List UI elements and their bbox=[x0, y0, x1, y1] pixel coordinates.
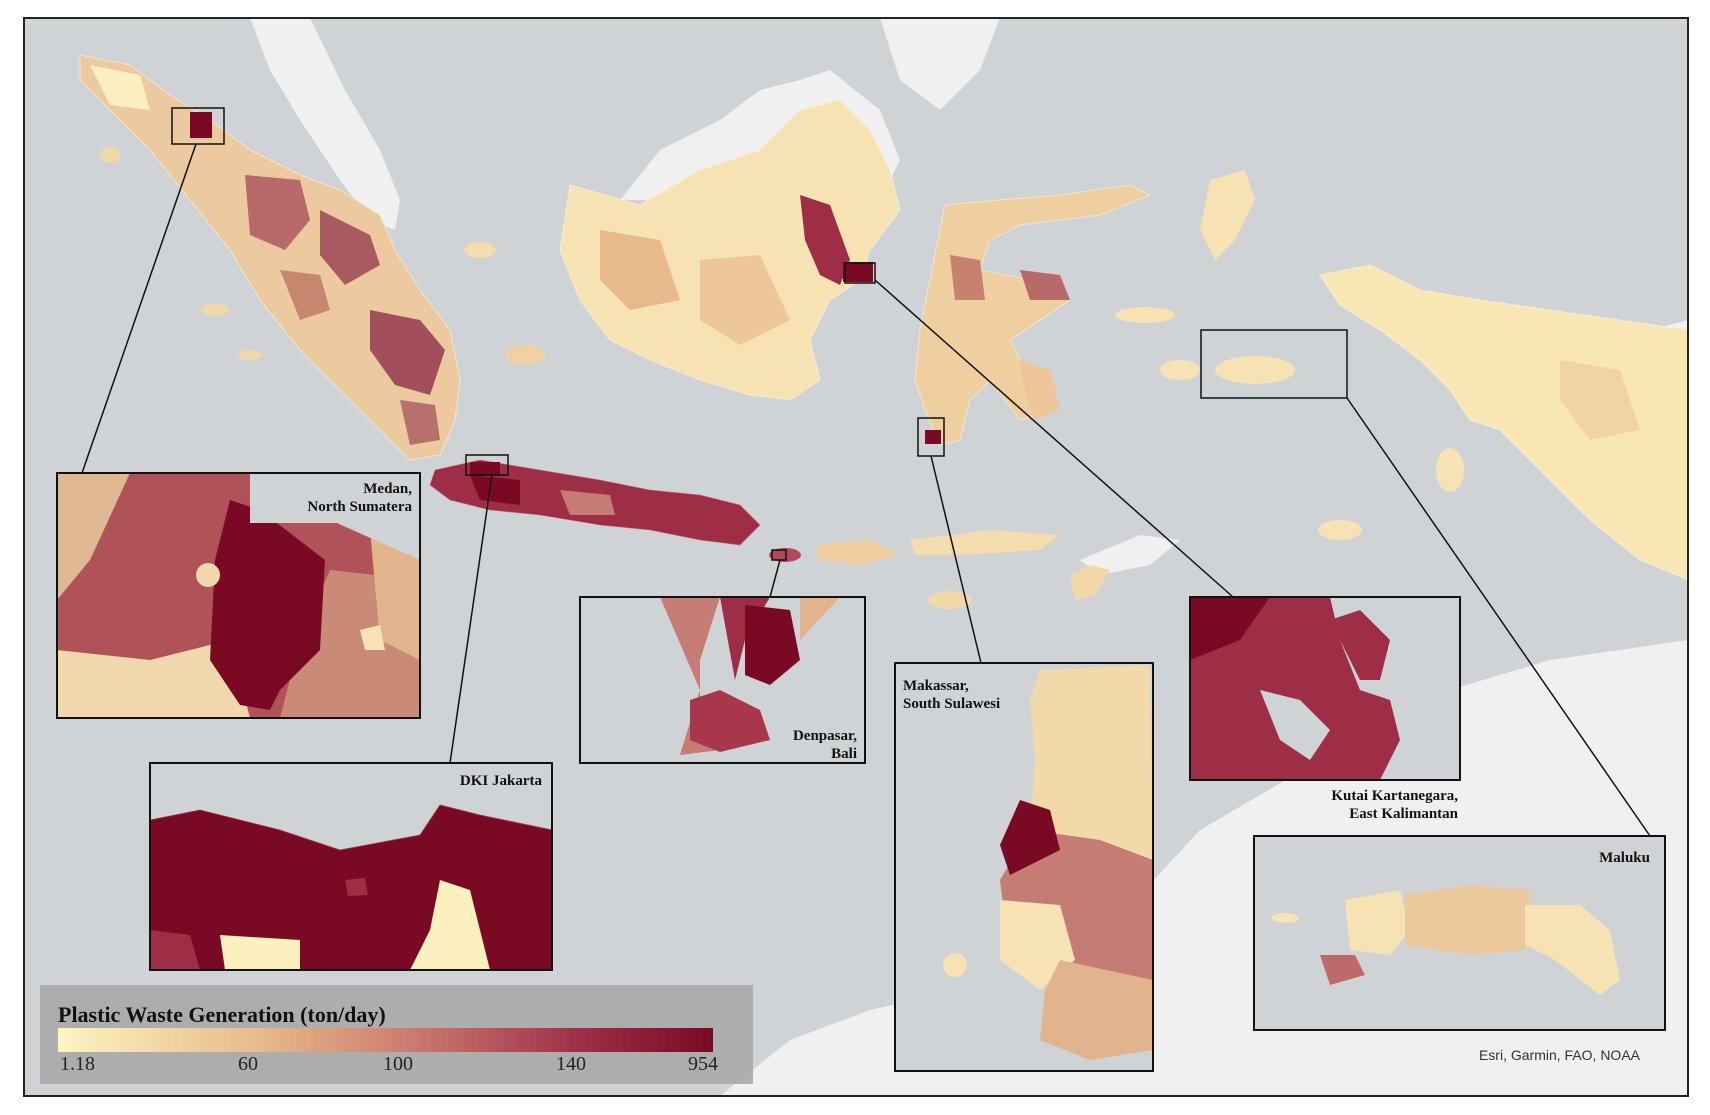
sumatra-region-4 bbox=[400, 400, 440, 445]
inset-denpasar-title-2: Bali bbox=[831, 746, 857, 762]
papua-region-1 bbox=[1560, 360, 1640, 440]
java-region-2 bbox=[470, 475, 520, 505]
locator-denpasar bbox=[771, 549, 787, 561]
leader-jakarta bbox=[449, 474, 493, 764]
inset-kutai: Kutai Kartanegara, East Kalimantan bbox=[1189, 596, 1461, 822]
inset-medan-title-2: North Sumatera bbox=[307, 499, 412, 515]
legend: Plastic Waste Generation (ton/day) 1.18 … bbox=[40, 985, 753, 1084]
kei-islands bbox=[1436, 448, 1464, 492]
locator-maluku bbox=[1200, 329, 1348, 399]
map-attribution: Esri, Garmin, FAO, NOAA bbox=[1479, 1047, 1641, 1063]
riau-islands bbox=[464, 242, 496, 258]
mentawai-island bbox=[238, 350, 262, 360]
legend-title: Plastic Waste Generation (ton/day) bbox=[58, 1002, 386, 1027]
legend-tick-4: 140 bbox=[556, 1053, 586, 1075]
kutai-kartanegara bbox=[800, 195, 850, 285]
leader-denpasar bbox=[769, 559, 781, 598]
inset-denpasar: Denpasar, Bali bbox=[579, 596, 866, 764]
simeulue-island bbox=[100, 147, 120, 163]
leader-medan bbox=[81, 143, 197, 474]
inset-makassar: Makassar, South Sulawesi bbox=[894, 662, 1154, 1072]
kalimantan bbox=[559, 99, 901, 401]
inset-medan-title-1: Medan, bbox=[363, 481, 412, 497]
sumatra-region-6 bbox=[280, 270, 330, 320]
locator-medan bbox=[171, 107, 225, 145]
sumatra-region-3 bbox=[370, 310, 445, 395]
halmahera bbox=[1200, 170, 1255, 260]
locator-jakarta bbox=[465, 454, 509, 476]
sumatra bbox=[79, 54, 461, 461]
sulawesi-region-1 bbox=[950, 255, 985, 300]
leader-kutai bbox=[874, 279, 1234, 598]
nusa-tenggara-1 bbox=[815, 540, 900, 565]
legend-tick-3: 100 bbox=[383, 1053, 413, 1075]
jakarta-area bbox=[470, 462, 500, 476]
inset-maluku: Maluku bbox=[1253, 835, 1666, 1031]
sulawesi-region-2 bbox=[1020, 270, 1070, 300]
bali-island bbox=[769, 548, 801, 562]
map-frame bbox=[23, 17, 1689, 1097]
sumba-island bbox=[928, 591, 972, 609]
sumatra-region-2 bbox=[320, 210, 380, 285]
legend-tick-1: 1.18 bbox=[60, 1053, 95, 1075]
leader-lines bbox=[81, 143, 1651, 837]
kalimantan-region-2 bbox=[700, 255, 790, 345]
nusa-tenggara-2 bbox=[910, 530, 1060, 555]
sumatra-region-1 bbox=[245, 175, 310, 250]
nias-island bbox=[201, 304, 229, 316]
inset-denpasar-title-1: Denpasar, bbox=[793, 728, 857, 744]
tanimbar-islands bbox=[1318, 520, 1362, 540]
leader-maluku bbox=[1346, 397, 1651, 837]
inset-kutai-title-2: East Kalimantan bbox=[1349, 806, 1458, 822]
inset-kutai-title-1: Kutai Kartanegara, bbox=[1331, 788, 1458, 804]
bangka-island bbox=[505, 345, 545, 365]
timor-island bbox=[1070, 565, 1110, 600]
sula-islands bbox=[1115, 307, 1175, 323]
sumatra-region-5 bbox=[90, 65, 150, 110]
inset-jakarta: DKI Jakarta bbox=[149, 762, 553, 971]
makassar-city bbox=[925, 430, 941, 444]
sulawesi bbox=[914, 184, 1151, 446]
inset-medan: Medan, North Sumatera bbox=[56, 472, 421, 719]
seram-island bbox=[1215, 356, 1295, 384]
inset-makassar-title-2: South Sulawesi bbox=[903, 696, 1000, 712]
timor-leste bbox=[1080, 535, 1180, 575]
kutai-delta bbox=[843, 262, 873, 282]
medan-city bbox=[190, 112, 212, 138]
locator-kutai bbox=[844, 262, 876, 284]
buru-island bbox=[1160, 360, 1200, 380]
legend-tick-5: 954 bbox=[688, 1053, 718, 1075]
inset-makassar-title-1: Makassar, bbox=[903, 678, 969, 694]
inset-jakarta-title: DKI Jakarta bbox=[460, 773, 543, 789]
leader-makassar bbox=[930, 455, 982, 664]
southeast-sulawesi bbox=[1020, 360, 1060, 420]
philippines bbox=[880, 18, 1000, 110]
legend-colorbar bbox=[58, 1028, 713, 1052]
papua bbox=[1319, 264, 1688, 581]
inset-maluku-title: Maluku bbox=[1599, 850, 1650, 866]
kalimantan-region-1 bbox=[600, 230, 680, 310]
malay-peninsula bbox=[250, 18, 400, 230]
java-region-1 bbox=[560, 490, 615, 515]
legend-tick-2: 60 bbox=[238, 1053, 258, 1075]
